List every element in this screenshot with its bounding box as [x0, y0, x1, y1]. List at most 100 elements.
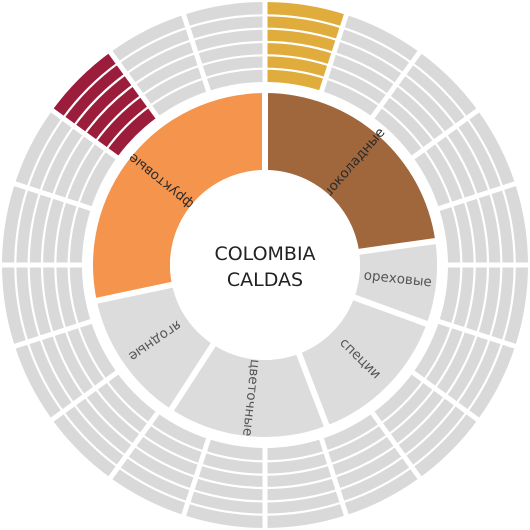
outer-segment: [372, 52, 478, 158]
outer-band-line: [39, 125, 75, 193]
inner-segment-shape[interactable]: [265, 93, 436, 252]
outer-band-line: [264, 67, 327, 80]
inner-segment-spicy[interactable]: специи: [299, 297, 427, 426]
outer-segment: [110, 413, 209, 516]
outer-band-line: [433, 329, 466, 389]
outer-band-line: [337, 39, 405, 75]
outer-band-line: [117, 26, 189, 64]
outer-band-line: [40, 195, 54, 266]
center-title-line1: COLOMBIA: [214, 243, 315, 265]
outer-band-line: [27, 264, 42, 339]
outer-band-line: [501, 264, 516, 343]
outer-band-line: [62, 62, 119, 119]
outer-band-line: [264, 54, 331, 67]
outer-band-line: [83, 83, 135, 135]
inner-segment-shape[interactable]: [92, 93, 265, 301]
inner-separator: [166, 339, 218, 415]
outer-band-line: [403, 72, 458, 127]
outer-band-line: [199, 54, 266, 67]
outer-band-line: [264, 27, 339, 42]
outer-band-line: [191, 27, 266, 42]
outer-band-line: [264, 40, 335, 54]
outer-segment: [321, 14, 420, 117]
outer-separator: [409, 369, 481, 423]
inner-segment-floral[interactable]: цветочные: [171, 344, 327, 437]
outer-band-line: [72, 72, 127, 127]
outer-band-line: [105, 379, 151, 425]
outer-band-line: [463, 264, 476, 331]
outer-band-line: [62, 411, 119, 468]
outer-band-line: [325, 422, 382, 453]
outer-band-line: [195, 40, 266, 54]
inner-segment-berry[interactable]: ягодные: [96, 284, 214, 410]
outer-band-line: [450, 264, 463, 327]
outer-band-line: [27, 191, 42, 266]
inner-separator: [92, 280, 177, 305]
outer-band-line: [264, 463, 331, 476]
outer-separator: [318, 12, 350, 94]
outer-band-line: [14, 187, 29, 266]
outer-separator: [49, 369, 121, 423]
outer-band-line: [476, 264, 490, 335]
inner-segment-chocolate[interactable]: шоколадные: [265, 93, 436, 252]
inner-separator: [354, 237, 440, 256]
outer-band-line: [148, 422, 205, 453]
outer-band-line: [195, 476, 266, 490]
outer-separator: [369, 49, 423, 121]
inner-separator: [349, 293, 432, 329]
outer-segment: [14, 321, 117, 420]
outer-band-line: [395, 83, 447, 135]
outer-band-line: [125, 455, 193, 491]
outer-band-line: [341, 466, 413, 504]
outer-band-line: [105, 105, 151, 151]
outer-band-line: [40, 264, 54, 335]
outer-band-line: [26, 117, 64, 189]
outer-band-line: [329, 433, 389, 466]
inner-segment-fruity[interactable]: фруктовые: [92, 93, 265, 301]
outer-band-line: [117, 466, 189, 504]
outer-segment: [413, 321, 516, 420]
outer-band-line: [51, 133, 86, 197]
outer-segment: [110, 14, 209, 117]
outer-band-line: [54, 199, 67, 266]
outer-band-line: [476, 195, 490, 266]
outer-band-line: [187, 501, 266, 516]
outer-separator: [107, 49, 161, 121]
inner-segment-shape[interactable]: [299, 297, 427, 426]
outer-separator: [436, 180, 518, 212]
outer-band-line: [203, 450, 266, 463]
outer-band-line: [403, 403, 458, 458]
outer-band-line: [67, 264, 80, 327]
outer-band-line: [133, 444, 197, 479]
outer-band-line: [64, 141, 97, 201]
outer-band-line: [94, 94, 143, 143]
outer-separator: [369, 409, 423, 481]
outer-band-line: [444, 333, 479, 397]
outer-separator: [107, 409, 161, 481]
outer-band-line: [72, 403, 127, 458]
inner-separator: [294, 348, 331, 431]
outer-segment: [52, 372, 158, 478]
outer-separator: [12, 318, 94, 350]
outer-band-line: [83, 395, 135, 447]
outer-band-line: [387, 387, 436, 436]
inner-segment-label: ореховые: [363, 267, 433, 290]
outer-band-line: [488, 191, 503, 266]
inner-segment-shape[interactable]: [171, 344, 327, 437]
outer-band-line: [488, 264, 503, 339]
outer-band-line: [466, 117, 504, 189]
outer-band-line: [77, 148, 108, 205]
outer-band-line: [264, 14, 343, 29]
outer-band-line: [199, 463, 266, 476]
outer-separator: [12, 180, 94, 212]
inner-segment-shape[interactable]: [96, 284, 214, 410]
outer-segment: [52, 52, 158, 158]
outer-band-line: [466, 341, 504, 413]
outer-band-line: [379, 105, 425, 151]
outer-separator: [180, 12, 212, 94]
outer-band-line: [133, 51, 197, 86]
outer-band-line: [26, 341, 64, 413]
outer-band-line: [14, 264, 29, 343]
